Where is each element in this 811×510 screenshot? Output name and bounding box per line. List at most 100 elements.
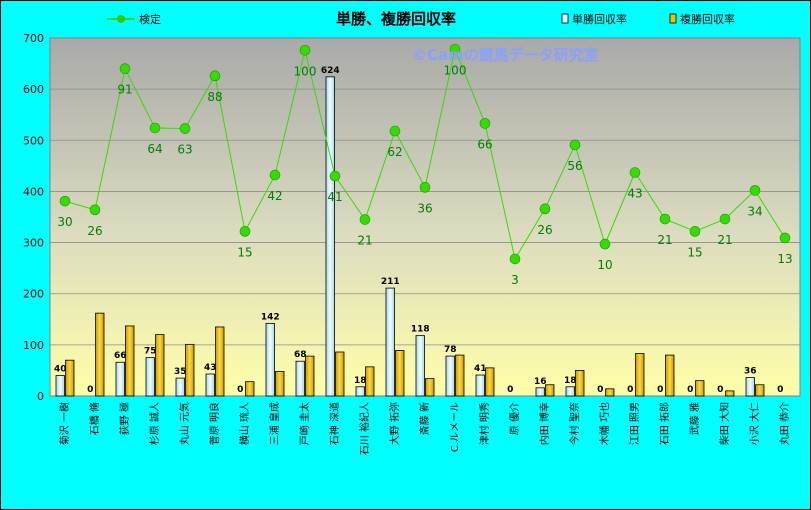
x-tick-label: 石神 深道 bbox=[328, 402, 341, 445]
chart-title: 単勝、複勝回収率 bbox=[336, 10, 456, 28]
bar-fukusho bbox=[575, 370, 585, 397]
bar-fukusho bbox=[185, 343, 195, 397]
x-tick-label: 江田 照男 bbox=[629, 402, 641, 445]
line-data-label: 26 bbox=[87, 224, 102, 238]
line-data-label: 62 bbox=[387, 145, 402, 159]
bar-tansho bbox=[325, 76, 335, 397]
bar-fukusho bbox=[125, 325, 135, 397]
line-point bbox=[509, 253, 521, 265]
bar-fukusho bbox=[755, 384, 765, 397]
y-tick-label: 100 bbox=[23, 339, 44, 352]
bar-data-label: 18 bbox=[564, 376, 577, 386]
line-data-label: 43 bbox=[627, 187, 642, 201]
bar-fukusho bbox=[485, 367, 495, 397]
x-tick-label: 原 優介 bbox=[508, 402, 521, 435]
bar-tansho bbox=[145, 357, 155, 397]
line-point bbox=[779, 232, 791, 244]
bar-data-label: 0 bbox=[237, 385, 243, 395]
bar-tansho bbox=[205, 373, 215, 397]
line-data-label: 13 bbox=[777, 252, 792, 266]
line-data-label: 10 bbox=[597, 258, 612, 272]
line-point bbox=[569, 139, 581, 151]
line-data-label: 30 bbox=[57, 215, 72, 229]
line-point bbox=[59, 195, 71, 207]
bar-data-label: 35 bbox=[174, 367, 187, 377]
bar-data-label: 211 bbox=[381, 277, 400, 287]
bar-data-label: 78 bbox=[444, 345, 457, 355]
plot-area bbox=[49, 37, 801, 397]
bar-fukusho bbox=[605, 388, 615, 397]
line-point bbox=[359, 214, 371, 225]
x-tick-label: 斎藤 新 bbox=[418, 402, 431, 435]
line-data-label: 88 bbox=[207, 90, 222, 104]
x-tick-label: 柴田 大知 bbox=[718, 402, 731, 445]
line-data-label: 15 bbox=[687, 245, 702, 259]
bar-data-label: 18 bbox=[354, 376, 367, 386]
x-tick-label: 菊沢 一樹 bbox=[58, 402, 71, 445]
line-data-label: 100 bbox=[294, 64, 317, 78]
legend-bar2-swatch bbox=[669, 13, 677, 24]
bar-tansho bbox=[445, 355, 455, 397]
watermark: ©Camの競馬データ研究室 bbox=[412, 46, 599, 64]
x-tick-label: 丸山 元気 bbox=[178, 402, 191, 445]
bar-data-label: 0 bbox=[597, 385, 603, 395]
bar-data-label: 16 bbox=[534, 377, 547, 387]
bar-data-label: 36 bbox=[744, 367, 757, 377]
line-point bbox=[299, 44, 311, 56]
x-tick-label: 武藤 雅 bbox=[688, 402, 701, 435]
bar-fukusho bbox=[95, 312, 105, 397]
bar-fukusho bbox=[635, 353, 645, 397]
line-point bbox=[599, 238, 611, 250]
line-data-label: 34 bbox=[747, 204, 762, 218]
bar-data-label: 0 bbox=[627, 385, 633, 395]
legend-bar1-swatch bbox=[561, 13, 569, 24]
x-tick-label: 三浦 皇成 bbox=[268, 402, 281, 445]
x-tick-label: 石川 裕紀人 bbox=[358, 402, 371, 455]
bar-fukusho bbox=[665, 354, 675, 397]
legend-line-marker bbox=[117, 15, 125, 23]
line-data-label: 21 bbox=[717, 233, 732, 247]
bar-tansho bbox=[55, 375, 65, 397]
line-data-label: 63 bbox=[177, 143, 192, 157]
x-tick-label: 横山 琉人 bbox=[238, 402, 251, 445]
bar-tansho bbox=[115, 361, 125, 397]
bar-tansho bbox=[175, 377, 185, 397]
line-data-label: 41 bbox=[327, 190, 342, 204]
bar-tansho bbox=[535, 387, 545, 397]
bar-fukusho bbox=[425, 378, 435, 397]
x-tick-label: 津村 明秀 bbox=[478, 402, 491, 445]
legend-label-bar2: 複勝回収率 bbox=[680, 12, 735, 26]
x-tick-label: 小沢 大仁 bbox=[748, 402, 761, 445]
bar-data-label: 40 bbox=[54, 365, 67, 375]
line-data-label: 56 bbox=[567, 159, 582, 173]
line-data-label: 3 bbox=[511, 273, 519, 287]
bar-data-label: 41 bbox=[474, 364, 487, 374]
bar-fukusho bbox=[335, 351, 345, 397]
x-tick-label: 石橋 脩 bbox=[88, 402, 101, 435]
bar-tansho bbox=[265, 322, 275, 397]
x-tick-label: 今村 聖奈 bbox=[568, 402, 581, 445]
bar-tansho bbox=[745, 377, 755, 397]
line-point bbox=[719, 213, 731, 225]
bar-data-label: 0 bbox=[717, 385, 723, 395]
line-point bbox=[419, 182, 431, 193]
bar-fukusho bbox=[245, 381, 255, 397]
y-tick-label: 700 bbox=[23, 32, 44, 45]
bar-data-label: 75 bbox=[144, 347, 157, 357]
y-tick-label: 500 bbox=[23, 134, 44, 147]
line-data-label: 36 bbox=[417, 201, 432, 215]
x-tick-label: 菅原 明良 bbox=[208, 402, 221, 445]
bar-data-label: 68 bbox=[294, 350, 307, 360]
bar-tansho bbox=[475, 374, 485, 397]
line-data-label: 42 bbox=[267, 189, 282, 203]
bar-tansho bbox=[295, 360, 305, 397]
y-tick-label: 200 bbox=[23, 288, 44, 301]
bar-tansho bbox=[565, 386, 575, 397]
bar-fukusho bbox=[155, 334, 165, 397]
line-point bbox=[329, 170, 341, 182]
x-tick-label: 丸田 恭介 bbox=[778, 402, 791, 445]
bar-fukusho bbox=[455, 354, 465, 397]
x-tick-label: 石田 拓郎 bbox=[658, 402, 671, 445]
y-tick-label: 600 bbox=[23, 83, 44, 96]
bar-tansho bbox=[355, 386, 365, 397]
